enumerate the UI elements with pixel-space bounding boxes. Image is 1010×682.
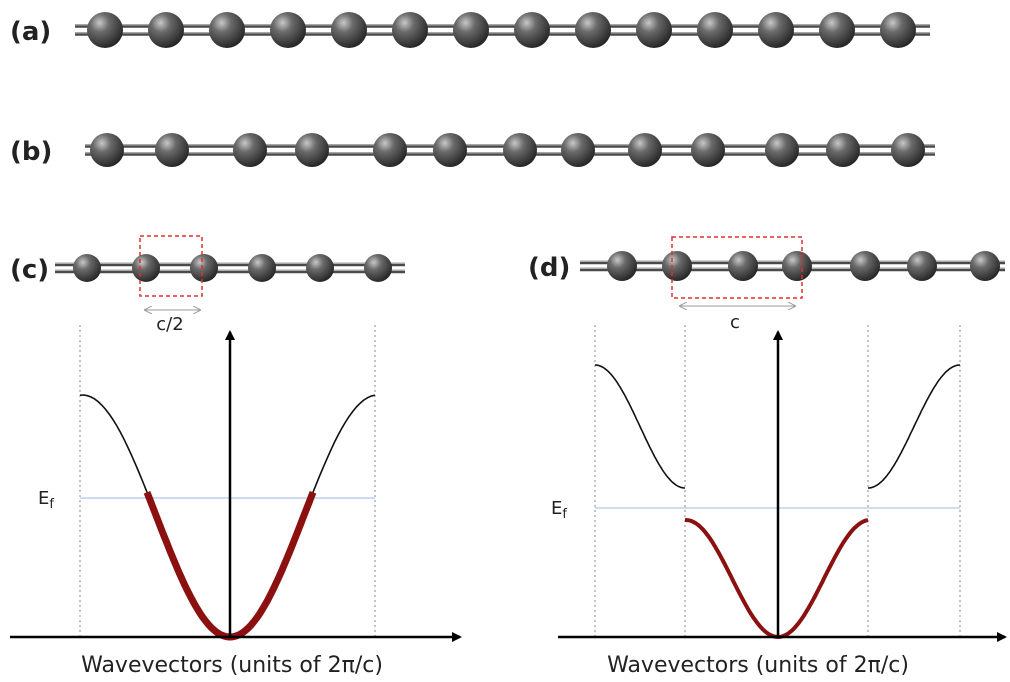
x-axis-label: Wavevectors (units of 2π/c) bbox=[81, 653, 383, 678]
atom bbox=[148, 12, 184, 48]
atom bbox=[453, 12, 489, 48]
atom bbox=[155, 133, 189, 167]
atom bbox=[662, 251, 692, 281]
band-plot: Ef Wavevectors (units of 2π/c) bbox=[10, 325, 460, 678]
atom bbox=[90, 133, 124, 167]
atom bbox=[691, 133, 725, 167]
atom bbox=[392, 12, 428, 48]
atom bbox=[331, 12, 367, 48]
atom bbox=[636, 12, 672, 48]
atom bbox=[295, 133, 329, 167]
atom bbox=[233, 133, 267, 167]
atom bbox=[819, 12, 855, 48]
atom bbox=[782, 251, 812, 281]
spacing-label: c/2 bbox=[156, 314, 183, 335]
atom bbox=[561, 133, 595, 167]
atom bbox=[826, 133, 860, 167]
atom bbox=[73, 254, 101, 282]
atom bbox=[728, 251, 758, 281]
figure: (a) (b) (c) (d) c/2 c Ef Wavevectors (un… bbox=[0, 0, 1010, 682]
atom bbox=[765, 133, 799, 167]
panel-label: (b) bbox=[10, 137, 52, 167]
atom bbox=[758, 12, 794, 48]
x-axis-label: Wavevectors (units of 2π/c) bbox=[607, 653, 909, 678]
atom bbox=[628, 133, 662, 167]
atom bbox=[575, 12, 611, 48]
atom bbox=[503, 133, 537, 167]
atom bbox=[364, 254, 392, 282]
atom bbox=[209, 12, 245, 48]
panel-label: (a) bbox=[10, 17, 51, 47]
atom bbox=[433, 133, 467, 167]
atom bbox=[697, 12, 733, 48]
atom bbox=[248, 254, 276, 282]
atom bbox=[891, 133, 925, 167]
panel-label: (c) bbox=[10, 255, 49, 285]
atom bbox=[970, 251, 1000, 281]
atom bbox=[850, 251, 880, 281]
band-plot: Ef Wavevectors (units of 2π/c) bbox=[551, 325, 1005, 678]
atom bbox=[87, 12, 123, 48]
atom bbox=[514, 12, 550, 48]
fermi-label: Ef bbox=[38, 488, 54, 512]
atom-chains bbox=[55, 12, 1005, 282]
occupied-band bbox=[685, 520, 868, 637]
atom bbox=[132, 254, 160, 282]
atom bbox=[880, 12, 916, 48]
panel-label: (d) bbox=[528, 253, 570, 283]
atom bbox=[907, 251, 937, 281]
atom bbox=[190, 254, 218, 282]
atom bbox=[270, 12, 306, 48]
atom bbox=[373, 133, 407, 167]
atom bbox=[306, 254, 334, 282]
atom bbox=[607, 251, 637, 281]
band-curve bbox=[80, 395, 375, 637]
fermi-label: Ef bbox=[551, 498, 567, 522]
spacing-label: c bbox=[730, 312, 740, 333]
